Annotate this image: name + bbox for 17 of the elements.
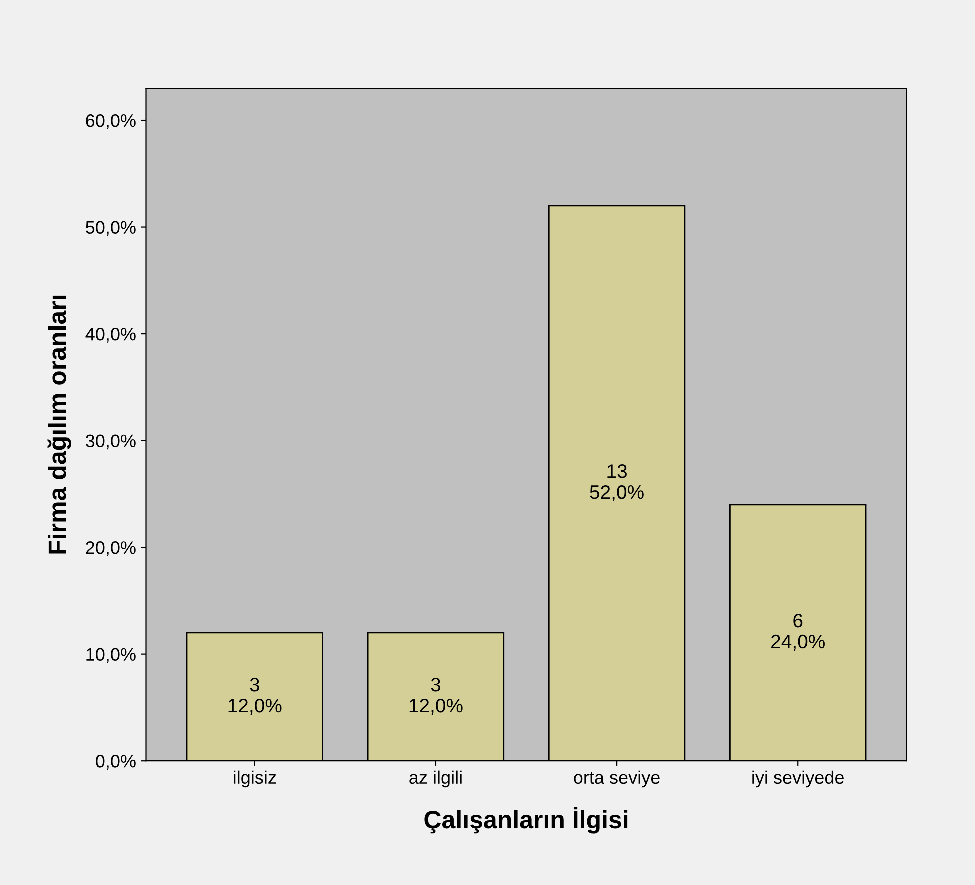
y-tick-label: 50,0%: [86, 221, 136, 236]
x-tick-label: az ilgili: [410, 770, 462, 788]
y-tick-label: 10,0%: [86, 648, 136, 664]
y-tick-label: 0,0%: [96, 755, 136, 770]
data-label: 13 52,0%: [590, 464, 644, 502]
y-tick-label: 30,0%: [86, 434, 136, 450]
x-tick-label: orta seviye: [574, 770, 660, 788]
data-label: 6 24,0%: [772, 614, 825, 651]
x-axis-title: Çalışanların İlgisi: [424, 807, 628, 834]
y-tick-label: 60,0%: [86, 114, 136, 130]
data-label: 3 12,0%: [410, 678, 463, 716]
x-tick-label: ilgisiz: [234, 770, 276, 788]
x-tick-label: iyi seviyede: [752, 770, 844, 788]
y-tick-label: 40,0%: [86, 328, 136, 343]
data-label: 3 12,0%: [228, 678, 282, 716]
y-axis-title: Firma dağılım oranları: [48, 296, 72, 554]
y-tick-label: 20,0%: [86, 542, 136, 556]
